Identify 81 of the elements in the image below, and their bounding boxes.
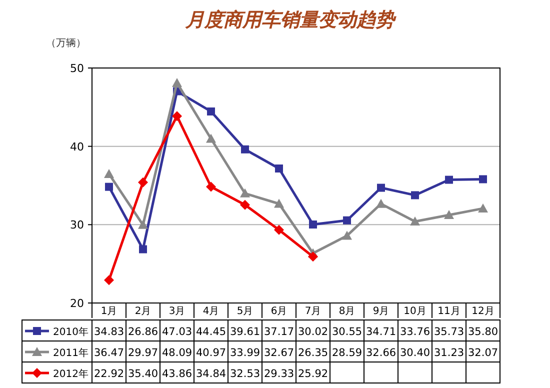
point — [172, 78, 182, 87]
y-tick-label: 50 — [70, 62, 84, 75]
legend-label: 2010年 — [53, 326, 88, 338]
x-tick-label: 8月 — [338, 306, 356, 317]
point — [479, 175, 487, 184]
point — [444, 210, 454, 220]
point — [343, 216, 351, 224]
data-label: 40.97 — [196, 347, 226, 359]
x-tick-label: 6月 — [270, 306, 288, 317]
data-label: 32.07 — [468, 347, 498, 359]
data-label: 35.80 — [468, 326, 498, 338]
data-label: 32.53 — [230, 368, 260, 380]
data-label: 30.40 — [400, 347, 430, 359]
y-tick-label: 40 — [70, 140, 84, 154]
data-label: 34.84 — [196, 368, 226, 380]
point — [104, 168, 114, 178]
x-tick-label: 2月 — [134, 306, 152, 317]
x-tick-label: 9月 — [372, 306, 390, 317]
point — [105, 182, 113, 191]
point — [308, 252, 318, 262]
point — [274, 198, 284, 208]
point — [172, 111, 182, 122]
data-label: 25.92 — [298, 368, 328, 380]
legend-label: 2012年 — [53, 368, 88, 380]
x-tick-label: 3月 — [168, 306, 186, 317]
data-label: 35.73 — [434, 326, 464, 338]
y-tick-label: 20 — [70, 297, 84, 310]
x-tick-label: 11月 — [438, 306, 460, 317]
data-label: 33.99 — [230, 347, 260, 359]
point — [240, 188, 250, 198]
point — [342, 230, 352, 240]
point — [207, 107, 215, 116]
x-tick-label: 4月 — [202, 306, 220, 317]
data-label: 34.83 — [94, 326, 124, 338]
data-label: 30.02 — [298, 326, 328, 338]
data-label: 32.66 — [366, 347, 396, 359]
point — [445, 176, 453, 184]
data-label: 29.97 — [128, 347, 158, 359]
point — [206, 134, 216, 143]
data-label: 47.03 — [162, 326, 192, 338]
data-label: 48.09 — [162, 347, 192, 359]
x-tick-label: 12月 — [472, 306, 494, 317]
point — [240, 200, 250, 210]
point — [275, 164, 283, 172]
point — [478, 203, 488, 212]
point — [410, 216, 420, 226]
x-tick-label: 1月 — [100, 306, 118, 317]
data-label: 34.71 — [366, 326, 396, 338]
data-label: 31.23 — [434, 347, 464, 359]
data-label: 37.17 — [264, 326, 294, 338]
x-tick-label: 5月 — [236, 306, 254, 317]
data-label: 36.47 — [94, 347, 124, 359]
chart-title: 月度商用车销量变动趋势 — [184, 9, 396, 31]
data-label: 26.86 — [128, 326, 158, 338]
point — [274, 224, 284, 235]
x-tick-label: 10月 — [404, 306, 426, 317]
point — [139, 245, 147, 254]
data-label: 39.61 — [230, 326, 260, 338]
data-label: 28.59 — [332, 347, 362, 359]
data-label: 22.92 — [94, 368, 124, 380]
point — [377, 184, 385, 192]
legend-label: 2011年 — [53, 347, 88, 359]
data-label: 32.67 — [264, 347, 294, 359]
point — [138, 220, 148, 229]
point — [241, 145, 249, 154]
data-label: 43.86 — [162, 368, 192, 380]
point — [411, 191, 419, 200]
data-label: 35.40 — [128, 368, 158, 380]
data-label: 33.76 — [400, 326, 430, 338]
data-label: 29.33 — [264, 368, 294, 380]
point — [376, 198, 386, 208]
x-tick-label: 7月 — [304, 306, 322, 317]
point — [138, 177, 148, 188]
data-label: 26.35 — [298, 347, 328, 359]
data-label: 30.55 — [332, 326, 362, 338]
y-axis-title: （万辆） — [46, 37, 86, 49]
y-tick-label: 30 — [70, 218, 84, 232]
point — [206, 182, 216, 192]
data-label: 44.45 — [196, 326, 226, 338]
point — [309, 220, 317, 229]
point — [104, 275, 114, 286]
